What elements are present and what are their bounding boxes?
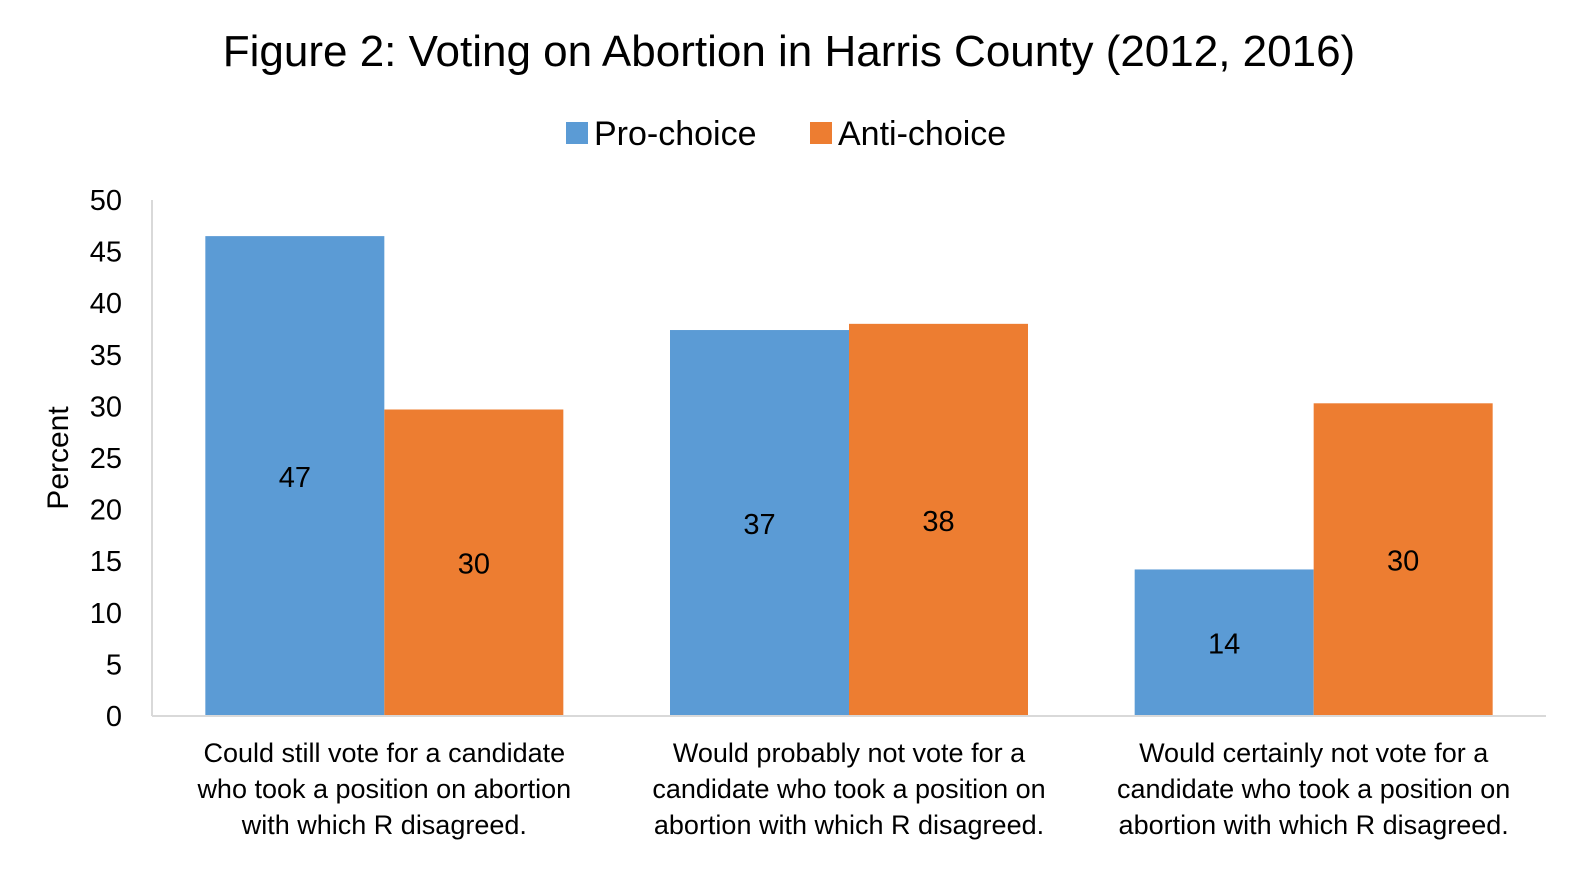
data-label: 37 [743, 509, 775, 541]
bar-anti-choice [384, 409, 564, 716]
legend-swatch-pro-choice [566, 122, 588, 144]
legend-swatch-anti-choice [810, 122, 832, 144]
bar-anti-choice [849, 323, 1028, 716]
y-tick-label: 10 [90, 598, 122, 630]
data-label: 14 [1208, 629, 1240, 661]
x-tick-label: Would probably not vote for a candidate w… [652, 738, 1045, 840]
y-tick-label: 35 [90, 340, 122, 372]
legend: Pro-choice Anti-choice [566, 115, 1006, 153]
y-tick-label: 30 [90, 391, 122, 423]
bar-pro-choice [670, 330, 849, 716]
bar-anti-choice [1313, 403, 1493, 716]
y-tick-label: 5 [106, 649, 122, 681]
x-tick-label: Would certainly not vote for a candidate … [1117, 738, 1510, 840]
legend-label-anti-choice: Anti-choice [838, 115, 1006, 153]
bar-pro-choice [1134, 569, 1314, 716]
y-tick-label: 40 [90, 288, 122, 320]
data-label: 30 [458, 549, 490, 581]
chart-title: Figure 2: Voting on Abortion in Harris C… [223, 27, 1355, 76]
bar-pro-choice [205, 236, 385, 716]
y-tick-label: 25 [90, 443, 122, 475]
x-tick-label: Could still vote for a candidate who took… [196, 738, 571, 840]
plot-area: 0 5 10 15 20 25 30 35 40 45 50 47 30 Could still vote… [90, 185, 1546, 840]
data-label: 38 [922, 506, 954, 538]
y-tick-label: 0 [106, 701, 122, 733]
y-tick-label: 20 [90, 495, 122, 527]
legend-label-pro-choice: Pro-choice [594, 115, 757, 153]
data-label: 47 [279, 462, 311, 494]
y-tick-label: 45 [90, 237, 122, 269]
y-tick-label: 50 [90, 185, 122, 217]
data-label: 30 [1387, 546, 1419, 578]
y-tick-label: 15 [90, 546, 122, 578]
y-axis-label: Percent [42, 406, 75, 510]
